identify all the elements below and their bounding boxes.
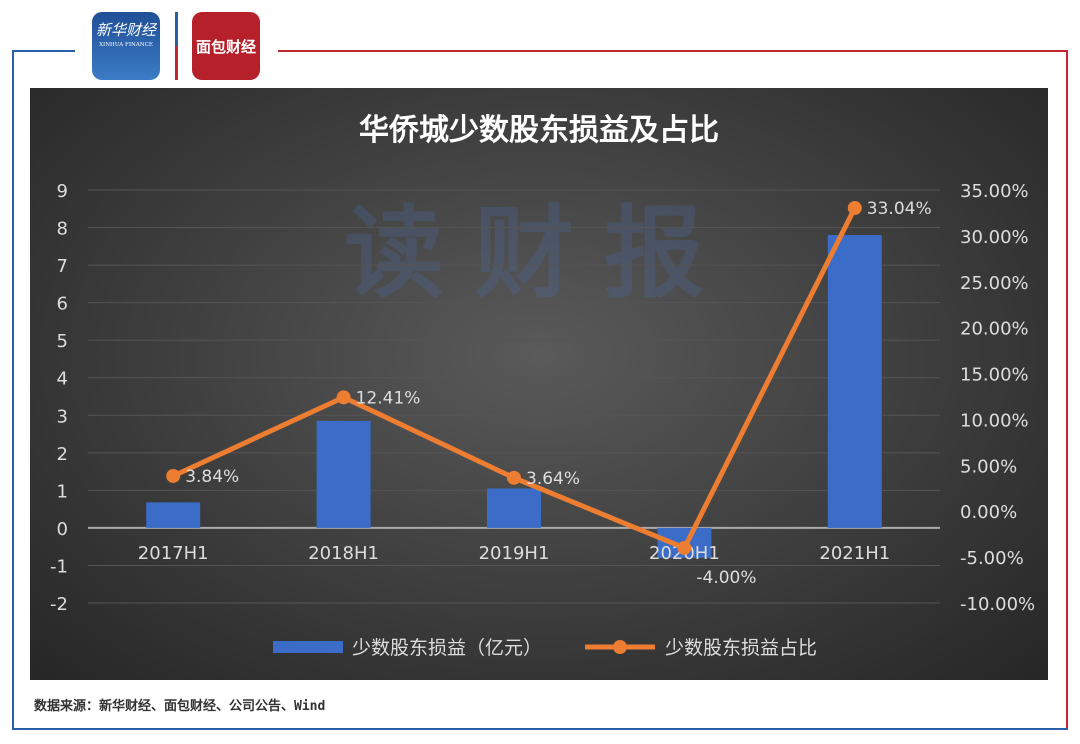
frame-top-right [278,50,1068,52]
x-tick: 2019H1 [479,543,550,564]
chart-title: 华侨城少数股东损益及占比 [359,113,719,148]
legend-bar-swatch [273,641,343,653]
mianbao-finance-logo: 面包财经 [192,12,260,80]
line-point [847,200,862,215]
y-left-tick: 2 [57,444,68,465]
y-left-tick: 6 [57,294,68,315]
data-label: -4.00% [696,568,756,588]
bar [316,420,371,528]
data-label: 12.41% [356,388,421,408]
y-left-tick: 0 [57,519,68,540]
frame-top-left [12,50,75,52]
source-note: 数据来源：新华财经、面包财经、公司公告、Wind [34,699,326,714]
logo-text: 面包财经 [195,37,256,56]
y-right-tick: 25.00% [960,273,1029,294]
y-left-tick: -2 [50,594,68,615]
bar [487,488,541,528]
y-right-tick: 30.00% [960,227,1029,248]
y-right-tick: 10.00% [960,410,1029,431]
x-tick: 2017H1 [138,543,209,564]
line-point [166,468,181,483]
y-left-tick: 4 [57,369,68,390]
y-right-tick: 20.00% [960,319,1029,340]
chart-area: 华侨城少数股东损益及占比读财报 9 8 7 6 5 4 3 2 1 0 -1 -2 35.00% 30.00… [30,88,1048,680]
logo-text: 新华财经 [95,21,156,39]
y-right-tick: 0.00% [960,502,1017,523]
y-left-tick: 1 [57,481,68,502]
y-left-tick: 7 [57,256,68,277]
y-right-tick: 35.00% [960,181,1029,202]
legend-bar-label: 少数股东损益（亿元） [352,637,542,659]
logo-separator [175,12,178,80]
data-label: 33.04% [867,199,932,219]
y-right-tick: 15.00% [960,365,1029,386]
logo-subtext: XINHUA FINANCE [99,42,153,48]
xinhua-finance-logo: 新华财经 XINHUA FINANCE [92,12,160,80]
y-left-tick: 8 [57,219,68,240]
x-tick: 2021H1 [819,543,890,564]
watermark: 读财报 [344,195,734,312]
y-left-tick: 3 [57,406,68,427]
legend-line-label: 少数股东损益占比 [665,637,817,659]
line-point [507,470,521,485]
y-right-tick: -10.00% [960,594,1035,615]
y-right-tick: -5.00% [960,548,1024,569]
y-left-tick: -1 [50,556,68,577]
legend-line-marker [613,640,627,654]
y-left-tick: 5 [57,331,68,352]
x-tick: 2018H1 [308,543,379,564]
data-label: 3.84% [185,467,239,487]
y-right-tick: 5.00% [960,456,1017,477]
y-left-tick: 9 [57,181,68,202]
line-point [677,540,692,555]
data-label: 3.64% [526,469,580,489]
frame-bottom [12,728,1068,730]
line-point [336,390,351,405]
frame-right [1066,50,1068,730]
frame-left [12,50,14,730]
bar [146,502,201,528]
bar [827,235,882,528]
